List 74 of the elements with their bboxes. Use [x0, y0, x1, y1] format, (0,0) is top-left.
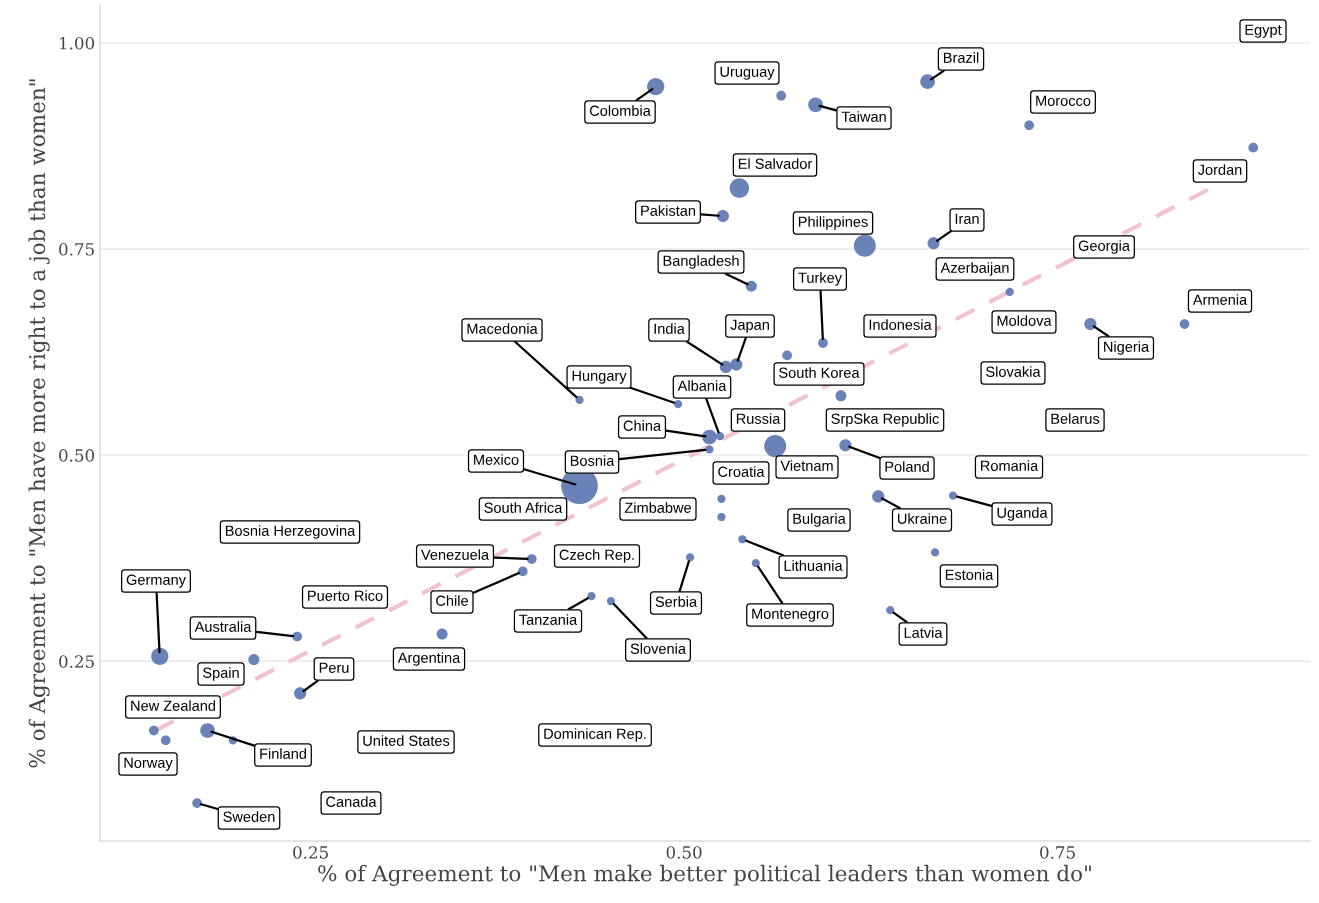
- annotation: Mexico: [474, 454, 519, 465]
- annotation: Uganda: [997, 507, 1048, 521]
- annotation: India: [654, 323, 685, 334]
- annotation: Romania: [981, 460, 1039, 471]
- annotation: Finland: [260, 748, 306, 759]
- annotation: Puerto Rico: [308, 590, 383, 601]
- annotation: Ukraine: [898, 513, 947, 524]
- annotation: Zimbabwe: [624, 502, 691, 513]
- annotation: Australia: [194, 621, 252, 632]
- y-tick-label: 0.50: [59, 449, 95, 462]
- annotation: Bulgaria: [793, 513, 846, 527]
- annotation: South Africa: [484, 502, 563, 513]
- annotation: Indonesia: [869, 319, 932, 330]
- annotation: Georgia: [1078, 240, 1130, 254]
- annotation: Japan: [730, 319, 769, 333]
- annotation: China: [623, 420, 662, 431]
- annotation: Argentina: [397, 652, 461, 666]
- y-axis-title: % of Agreement to "Men have more right to a job than women": [28, 79, 50, 768]
- annotation: South Korea: [779, 367, 860, 378]
- annotation: Taiwan: [841, 111, 886, 122]
- annotation: Canada: [326, 796, 377, 807]
- annotation: Dominican Rep.: [544, 728, 646, 742]
- annotation: Russia: [736, 413, 781, 424]
- annotation: Latvia: [904, 627, 943, 638]
- annotation: Moldova: [997, 315, 1052, 326]
- annotation: New Zealand: [131, 700, 216, 711]
- annotation: Spain: [203, 667, 239, 681]
- y-tick-label: 0.25: [59, 655, 94, 668]
- annotation: Nigeria: [1104, 341, 1150, 355]
- annotation: Morocco: [1036, 95, 1091, 106]
- annotation: Chile: [436, 595, 468, 606]
- annotation: Tanzania: [519, 614, 578, 625]
- annotation: Colombia: [589, 105, 651, 116]
- annotation: Croatia: [718, 466, 765, 477]
- annotation: Brazil: [943, 52, 979, 63]
- x-tick-label: 0.25: [293, 846, 328, 859]
- annotation: Peru: [319, 662, 349, 673]
- annotation: El Salvador: [738, 158, 813, 169]
- annotation: Uruguay: [720, 66, 775, 80]
- annotation: Turkey: [798, 272, 842, 286]
- annotation: Bosnia: [570, 455, 615, 466]
- annotation: Slovenia: [630, 643, 686, 654]
- y-tick-label: 1.00: [60, 36, 95, 50]
- annotation: Norway: [124, 757, 173, 771]
- annotation: Belarus: [1051, 413, 1100, 424]
- annotation: Philippines: [798, 216, 868, 230]
- x-tick-label: 0.75: [1040, 846, 1075, 859]
- annotation: Estonia: [945, 569, 994, 580]
- annotation: Lithuania: [784, 560, 843, 571]
- annotation: Serbia: [655, 596, 698, 607]
- annotation: Vietnam: [780, 460, 833, 471]
- annotation: Iran: [955, 213, 979, 224]
- annotation: Jordan: [1197, 164, 1242, 175]
- annotation: Macedonia: [467, 323, 538, 334]
- annotation: Czech Rep.: [559, 549, 634, 563]
- y-tick-label: 0.75: [59, 243, 94, 256]
- annotation: Albania: [677, 380, 727, 391]
- annotation: Egypt: [1245, 24, 1282, 38]
- x-axis-title: % of Agreement to "Men make better political leaders than women do": [318, 864, 1091, 886]
- annotation: Armenia: [1192, 294, 1248, 305]
- annotation: Bosnia Herzegovina: [225, 525, 356, 539]
- annotation: Poland: [885, 461, 929, 472]
- annotation: Venezuela: [421, 549, 490, 560]
- annotation: Sweden: [223, 811, 275, 822]
- annotation: Montenegro: [752, 608, 829, 622]
- annotation: Bangladesh: [663, 255, 739, 269]
- annotation: Hungary: [572, 370, 627, 384]
- annotation: Germany: [126, 574, 186, 588]
- annotation: Azerbaijan: [940, 262, 1009, 276]
- annotation: SrpSka Republic: [831, 413, 939, 427]
- annotation: Pakistan: [641, 205, 696, 216]
- x-tick-label: 0.50: [666, 846, 702, 859]
- annotation: Slovakia: [986, 366, 1041, 377]
- annotation: United States: [363, 735, 450, 746]
